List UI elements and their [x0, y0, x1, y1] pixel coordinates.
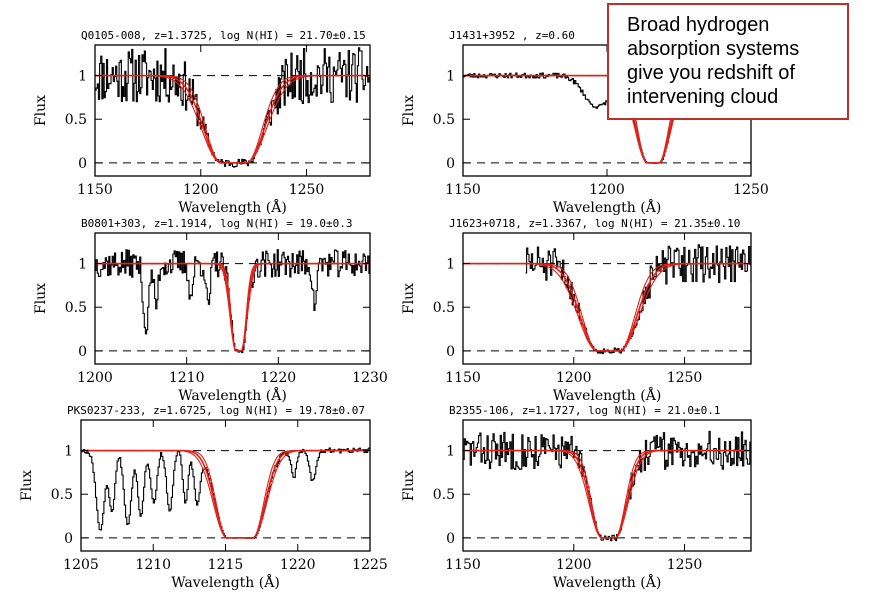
y-axis-label: Flux [401, 470, 417, 501]
y-axis-label: Flux [401, 283, 417, 314]
y-tick-label: 0 [446, 531, 455, 547]
model-fit-bound [95, 263, 370, 352]
x-axis-label: Wavelength (Å) [553, 573, 662, 591]
y-tick-label: 1 [446, 69, 455, 85]
observed-spectrum [95, 47, 370, 168]
callout-line: give you redshift of [627, 62, 795, 84]
plot-frame [94, 44, 371, 177]
panel-title: B2355-106, z=1.1727, log N(HI) = 21.0±0.… [449, 404, 721, 417]
spectrum-panel: Q0105-008, z=1.3725, log N(HI) = 21.70±0… [33, 29, 371, 216]
x-axis-label: Wavelength (Å) [178, 198, 287, 216]
y-tick-label: 0 [78, 344, 87, 360]
y-tick-label: 1 [78, 257, 87, 273]
panel-title: PKS0237-233, z=1.6725, log N(HI) = 19.78… [67, 404, 365, 417]
panel-title: B0801+303, z=1.1914, log N(HI) = 19.0±0.… [81, 217, 353, 230]
y-tick-label: 0 [78, 156, 87, 172]
y-tick-label: 0 [446, 156, 455, 172]
y-tick-label: 0.5 [65, 300, 87, 316]
callout-line: Broad hydrogen [627, 14, 770, 36]
x-tick-label: 1250 [667, 370, 703, 386]
model-fit-bound [81, 450, 370, 539]
y-axis-label: Flux [33, 95, 49, 126]
y-axis-label: Flux [19, 470, 35, 501]
y-tick-label: 0.5 [65, 112, 87, 128]
x-tick-label: 1200 [77, 370, 113, 386]
callout-line: intervening cloud [627, 86, 779, 108]
y-tick-label: 0.5 [51, 487, 73, 503]
plot-frame [462, 419, 752, 552]
x-tick-label: 1210 [135, 557, 171, 573]
model-fit [463, 262, 751, 352]
model-fit-bound [463, 263, 751, 352]
x-tick-label: 1200 [183, 182, 219, 198]
x-tick-label: 1230 [352, 370, 388, 386]
y-tick-label: 0.5 [433, 487, 455, 503]
spectrum-panel: B2355-106, z=1.1727, log N(HI) = 21.0±0.… [401, 404, 752, 591]
y-tick-label: 0 [446, 344, 455, 360]
x-tick-label: 1215 [208, 557, 244, 573]
spectrum-panel: J1623+0718, z=1.3367, log N(HI) = 21.35±… [401, 217, 752, 404]
model-fit-bound [463, 450, 751, 539]
x-tick-label: 1250 [733, 182, 769, 198]
panel-title: J1623+0718, z=1.3367, log N(HI) = 21.35±… [449, 217, 740, 230]
model-fit-bound [95, 75, 370, 164]
x-axis-label: Wavelength (Å) [553, 198, 662, 216]
observed-spectrum [463, 430, 751, 542]
x-tick-label: 1150 [445, 557, 481, 573]
x-tick-label: 1225 [352, 557, 388, 573]
y-axis-label: Flux [401, 95, 417, 126]
y-tick-label: 0 [64, 531, 73, 547]
model-fit [463, 449, 751, 539]
observed-spectrum [525, 244, 751, 355]
x-tick-label: 1200 [556, 557, 592, 573]
model-fit-bound [463, 263, 751, 352]
x-axis-label: Wavelength (Å) [553, 386, 662, 404]
x-tick-label: 1250 [289, 182, 325, 198]
x-axis-label: Wavelength (Å) [171, 573, 280, 591]
y-tick-label: 1 [446, 444, 455, 460]
x-tick-label: 1220 [280, 557, 316, 573]
panel-title: Q0105-008, z=1.3725, log N(HI) = 21.70±0… [81, 29, 366, 42]
y-tick-label: 0.5 [433, 300, 455, 316]
x-tick-label: 1200 [589, 182, 625, 198]
x-tick-label: 1150 [445, 182, 481, 198]
y-tick-label: 1 [64, 444, 73, 460]
spectrum-panel: B0801+303, z=1.1914, log N(HI) = 19.0±0.… [33, 217, 388, 404]
observed-spectrum [81, 447, 370, 539]
callout-line: absorption systems [627, 38, 800, 60]
x-tick-label: 1150 [77, 182, 113, 198]
y-tick-label: 1 [446, 257, 455, 273]
x-tick-label: 1250 [667, 557, 703, 573]
x-tick-label: 1200 [556, 370, 592, 386]
plot-frame [80, 419, 371, 552]
callout-box: Broad hydrogen absorption systems give y… [607, 3, 849, 120]
y-tick-label: 1 [78, 69, 87, 85]
y-axis-label: Flux [33, 283, 49, 314]
x-tick-label: 1150 [445, 370, 481, 386]
model-fit-bound [463, 450, 751, 539]
x-tick-label: 1205 [63, 557, 99, 573]
x-axis-label: Wavelength (Å) [178, 386, 287, 404]
spectrum-panel: J1431+3952 , z=0.60 1150 1200 1250 0 0.5 1 Wave… [401, 29, 769, 216]
panel-title: J1431+3952 , z=0.60 [449, 29, 575, 42]
plot-frame [94, 232, 371, 365]
spectrum-panel: PKS0237-233, z=1.6725, log N(HI) = 19.78… [19, 404, 388, 591]
x-tick-label: 1210 [169, 370, 205, 386]
plot-frame [462, 232, 752, 365]
y-tick-label: 0.5 [433, 112, 455, 128]
x-tick-label: 1220 [261, 370, 297, 386]
